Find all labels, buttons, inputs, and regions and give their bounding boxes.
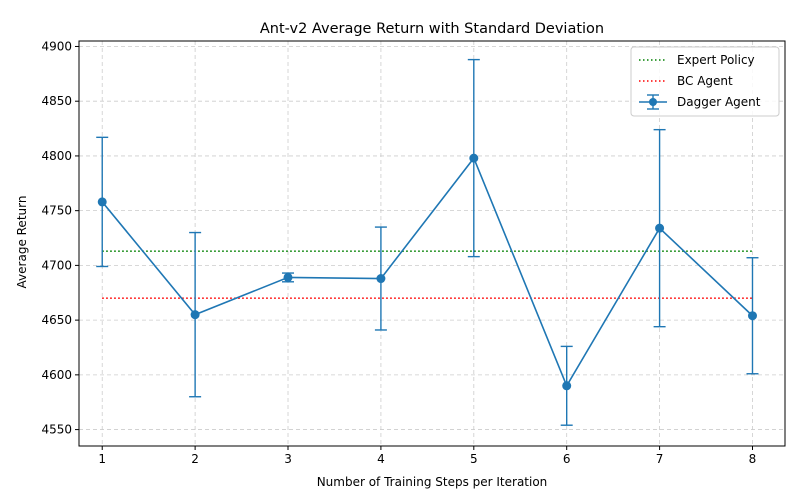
chart-title: Ant-v2 Average Return with Standard Devi… bbox=[260, 21, 604, 37]
legend-label: Expert Policy bbox=[677, 53, 755, 67]
legend-label: BC Agent bbox=[677, 74, 733, 88]
y-axis-label: Average Return bbox=[15, 196, 29, 289]
legend: Expert Policy BC Agent Dagger Agent bbox=[630, 46, 780, 117]
x-tick-label: 8 bbox=[749, 452, 757, 466]
dagger-series bbox=[96, 58, 759, 426]
x-tick-label: 3 bbox=[284, 452, 292, 466]
data-point bbox=[376, 274, 386, 284]
y-tick-label: 4600 bbox=[41, 368, 72, 382]
y-tick-label: 4800 bbox=[41, 149, 72, 163]
data-point bbox=[283, 272, 293, 282]
y-tick-label: 4650 bbox=[41, 313, 72, 327]
x-tick-label: 4 bbox=[377, 452, 385, 466]
legend-swatch-marker bbox=[649, 98, 657, 106]
x-axis-label: Number of Training Steps per Iteration bbox=[317, 475, 548, 489]
reference-lines bbox=[102, 250, 753, 300]
data-point bbox=[97, 197, 107, 207]
data-point bbox=[747, 311, 757, 321]
data-point bbox=[655, 223, 665, 233]
y-tick-label: 4550 bbox=[41, 423, 72, 437]
data-point bbox=[469, 153, 479, 163]
plot-frame bbox=[78, 40, 786, 447]
dagger-line bbox=[101, 156, 754, 388]
legend-box bbox=[630, 46, 780, 117]
x-tick-label: 1 bbox=[98, 452, 106, 466]
data-point bbox=[562, 381, 572, 391]
y-tick-label: 4900 bbox=[41, 39, 72, 53]
x-tick-label: 7 bbox=[656, 452, 664, 466]
data-point bbox=[190, 310, 200, 320]
x-tick-label: 5 bbox=[470, 452, 478, 466]
x-tick-label: 2 bbox=[191, 452, 199, 466]
x-tick-label: 6 bbox=[563, 452, 571, 466]
ticks: 1 2 3 4 5 6 7 8 4550 4600 4650 4700 4750 4800 4850 4900 bbox=[41, 39, 756, 466]
y-tick-label: 4850 bbox=[41, 94, 72, 108]
legend-label: Dagger Agent bbox=[677, 95, 761, 109]
y-tick-label: 4750 bbox=[41, 204, 72, 218]
y-tick-label: 4700 bbox=[41, 258, 72, 272]
